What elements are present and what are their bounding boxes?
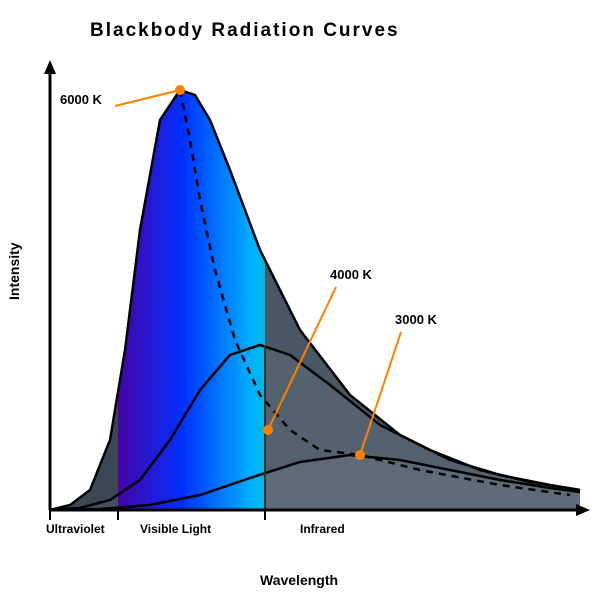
callout-dot bbox=[263, 425, 273, 435]
y-axis-arrow bbox=[44, 60, 56, 74]
callout-dot bbox=[355, 450, 365, 460]
chart-canvas bbox=[0, 0, 600, 600]
callout-dot bbox=[175, 85, 185, 95]
x-axis-arrow bbox=[576, 504, 590, 516]
